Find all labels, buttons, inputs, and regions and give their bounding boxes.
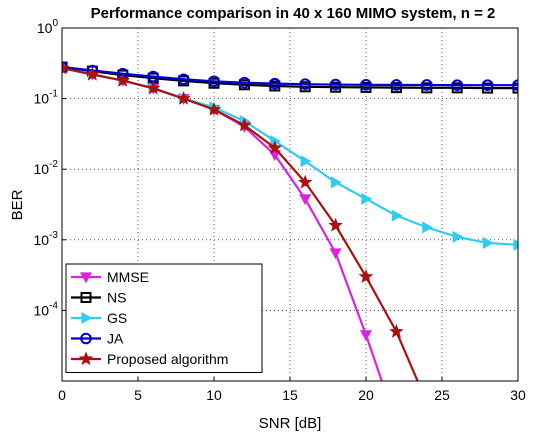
legend-label-ns: NS — [107, 290, 126, 306]
legend-marker-proposed-algorithm — [78, 351, 94, 366]
x-tick-label: 20 — [358, 387, 374, 403]
data-point-ja — [360, 78, 372, 91]
y-tick-label: 100 — [37, 18, 59, 36]
data-point-gs — [513, 238, 518, 251]
series-line-ns — [62, 65, 518, 90]
legend-label-ja: JA — [107, 331, 124, 347]
y-axis-ticks: 100 10-1 10-2 10-3 10-4 — [34, 18, 66, 318]
data-point-proposed-algorithm — [85, 66, 100, 81]
data-point-ja — [208, 75, 220, 88]
legend-marker-ns — [80, 292, 92, 303]
data-point-proposed-algorithm — [176, 90, 191, 105]
y-tick-label: 10-3 — [34, 230, 59, 248]
y-tick-label: 10-4 — [34, 300, 59, 318]
data-point-mmse — [299, 194, 312, 206]
data-point-ja — [329, 78, 342, 91]
chart-title: Performance comparison in 40 x 160 MIMO … — [91, 5, 496, 22]
data-point-gs — [300, 155, 312, 168]
data-point-gs — [331, 176, 342, 189]
y-tick-label: 10-2 — [34, 159, 59, 177]
data-point-gs — [483, 237, 494, 250]
x-axis-label: SNR [dB] — [259, 415, 322, 432]
data-point-proposed-algorithm — [389, 324, 404, 338]
data-point-ja — [512, 79, 518, 91]
data-point-proposed-algorithm — [237, 117, 252, 132]
data-point-gs — [391, 209, 403, 222]
data-point-ja — [451, 79, 464, 91]
legend-marker-mmse — [79, 272, 93, 284]
data-point-proposed-algorithm — [267, 140, 283, 155]
x-tick-label: 30 — [510, 387, 526, 403]
data-point-proposed-algorithm — [297, 174, 313, 189]
data-point-gs — [422, 221, 434, 234]
data-point-mmse — [359, 330, 373, 342]
legend-marker-gs — [81, 311, 93, 325]
series-layer — [62, 60, 518, 429]
data-point-ja — [481, 79, 494, 91]
y-axis-label: BER — [9, 189, 26, 220]
data-point-proposed-algorithm — [328, 217, 343, 232]
data-point-ja — [177, 73, 190, 86]
data-point-ja — [390, 79, 403, 91]
legend: MMSE NS GS JA Proposed algorithm — [65, 263, 263, 373]
x-tick-label: 25 — [434, 387, 450, 403]
series-line-ja — [62, 65, 518, 87]
legend-label-mmse: MMSE — [107, 269, 149, 285]
data-point-proposed-algorithm — [145, 80, 161, 95]
x-tick-label: 0 — [58, 387, 66, 403]
x-tick-label: 5 — [134, 387, 142, 403]
data-point-ja — [299, 78, 312, 90]
data-point-mmse — [329, 248, 342, 260]
x-axis-ticks: 0 5 10 15 20 25 30 — [58, 377, 526, 403]
y-tick-label: 10-1 — [34, 89, 59, 107]
legend-marker-ja — [80, 332, 92, 345]
series-proposed-algorithm — [62, 60, 432, 407]
data-point-proposed-algorithm — [358, 269, 374, 283]
data-point-gs — [452, 230, 464, 243]
data-point-proposed-algorithm — [206, 101, 222, 116]
data-point-proposed-algorithm — [62, 60, 70, 75]
data-point-mmse — [391, 420, 401, 429]
grid-lines — [62, 28, 518, 381]
data-point-proposed-algorithm — [421, 396, 432, 407]
x-tick-label: 10 — [206, 387, 222, 403]
legend-label-gs: GS — [107, 310, 127, 326]
data-point-ja — [269, 77, 281, 90]
data-point-ja — [238, 76, 251, 89]
x-tick-label: 15 — [282, 387, 298, 403]
legend-label-proposed-algorithm: Proposed algorithm — [107, 351, 228, 367]
data-point-proposed-algorithm — [115, 72, 131, 87]
data-point-gs — [361, 192, 373, 205]
data-point-ja — [421, 79, 433, 91]
